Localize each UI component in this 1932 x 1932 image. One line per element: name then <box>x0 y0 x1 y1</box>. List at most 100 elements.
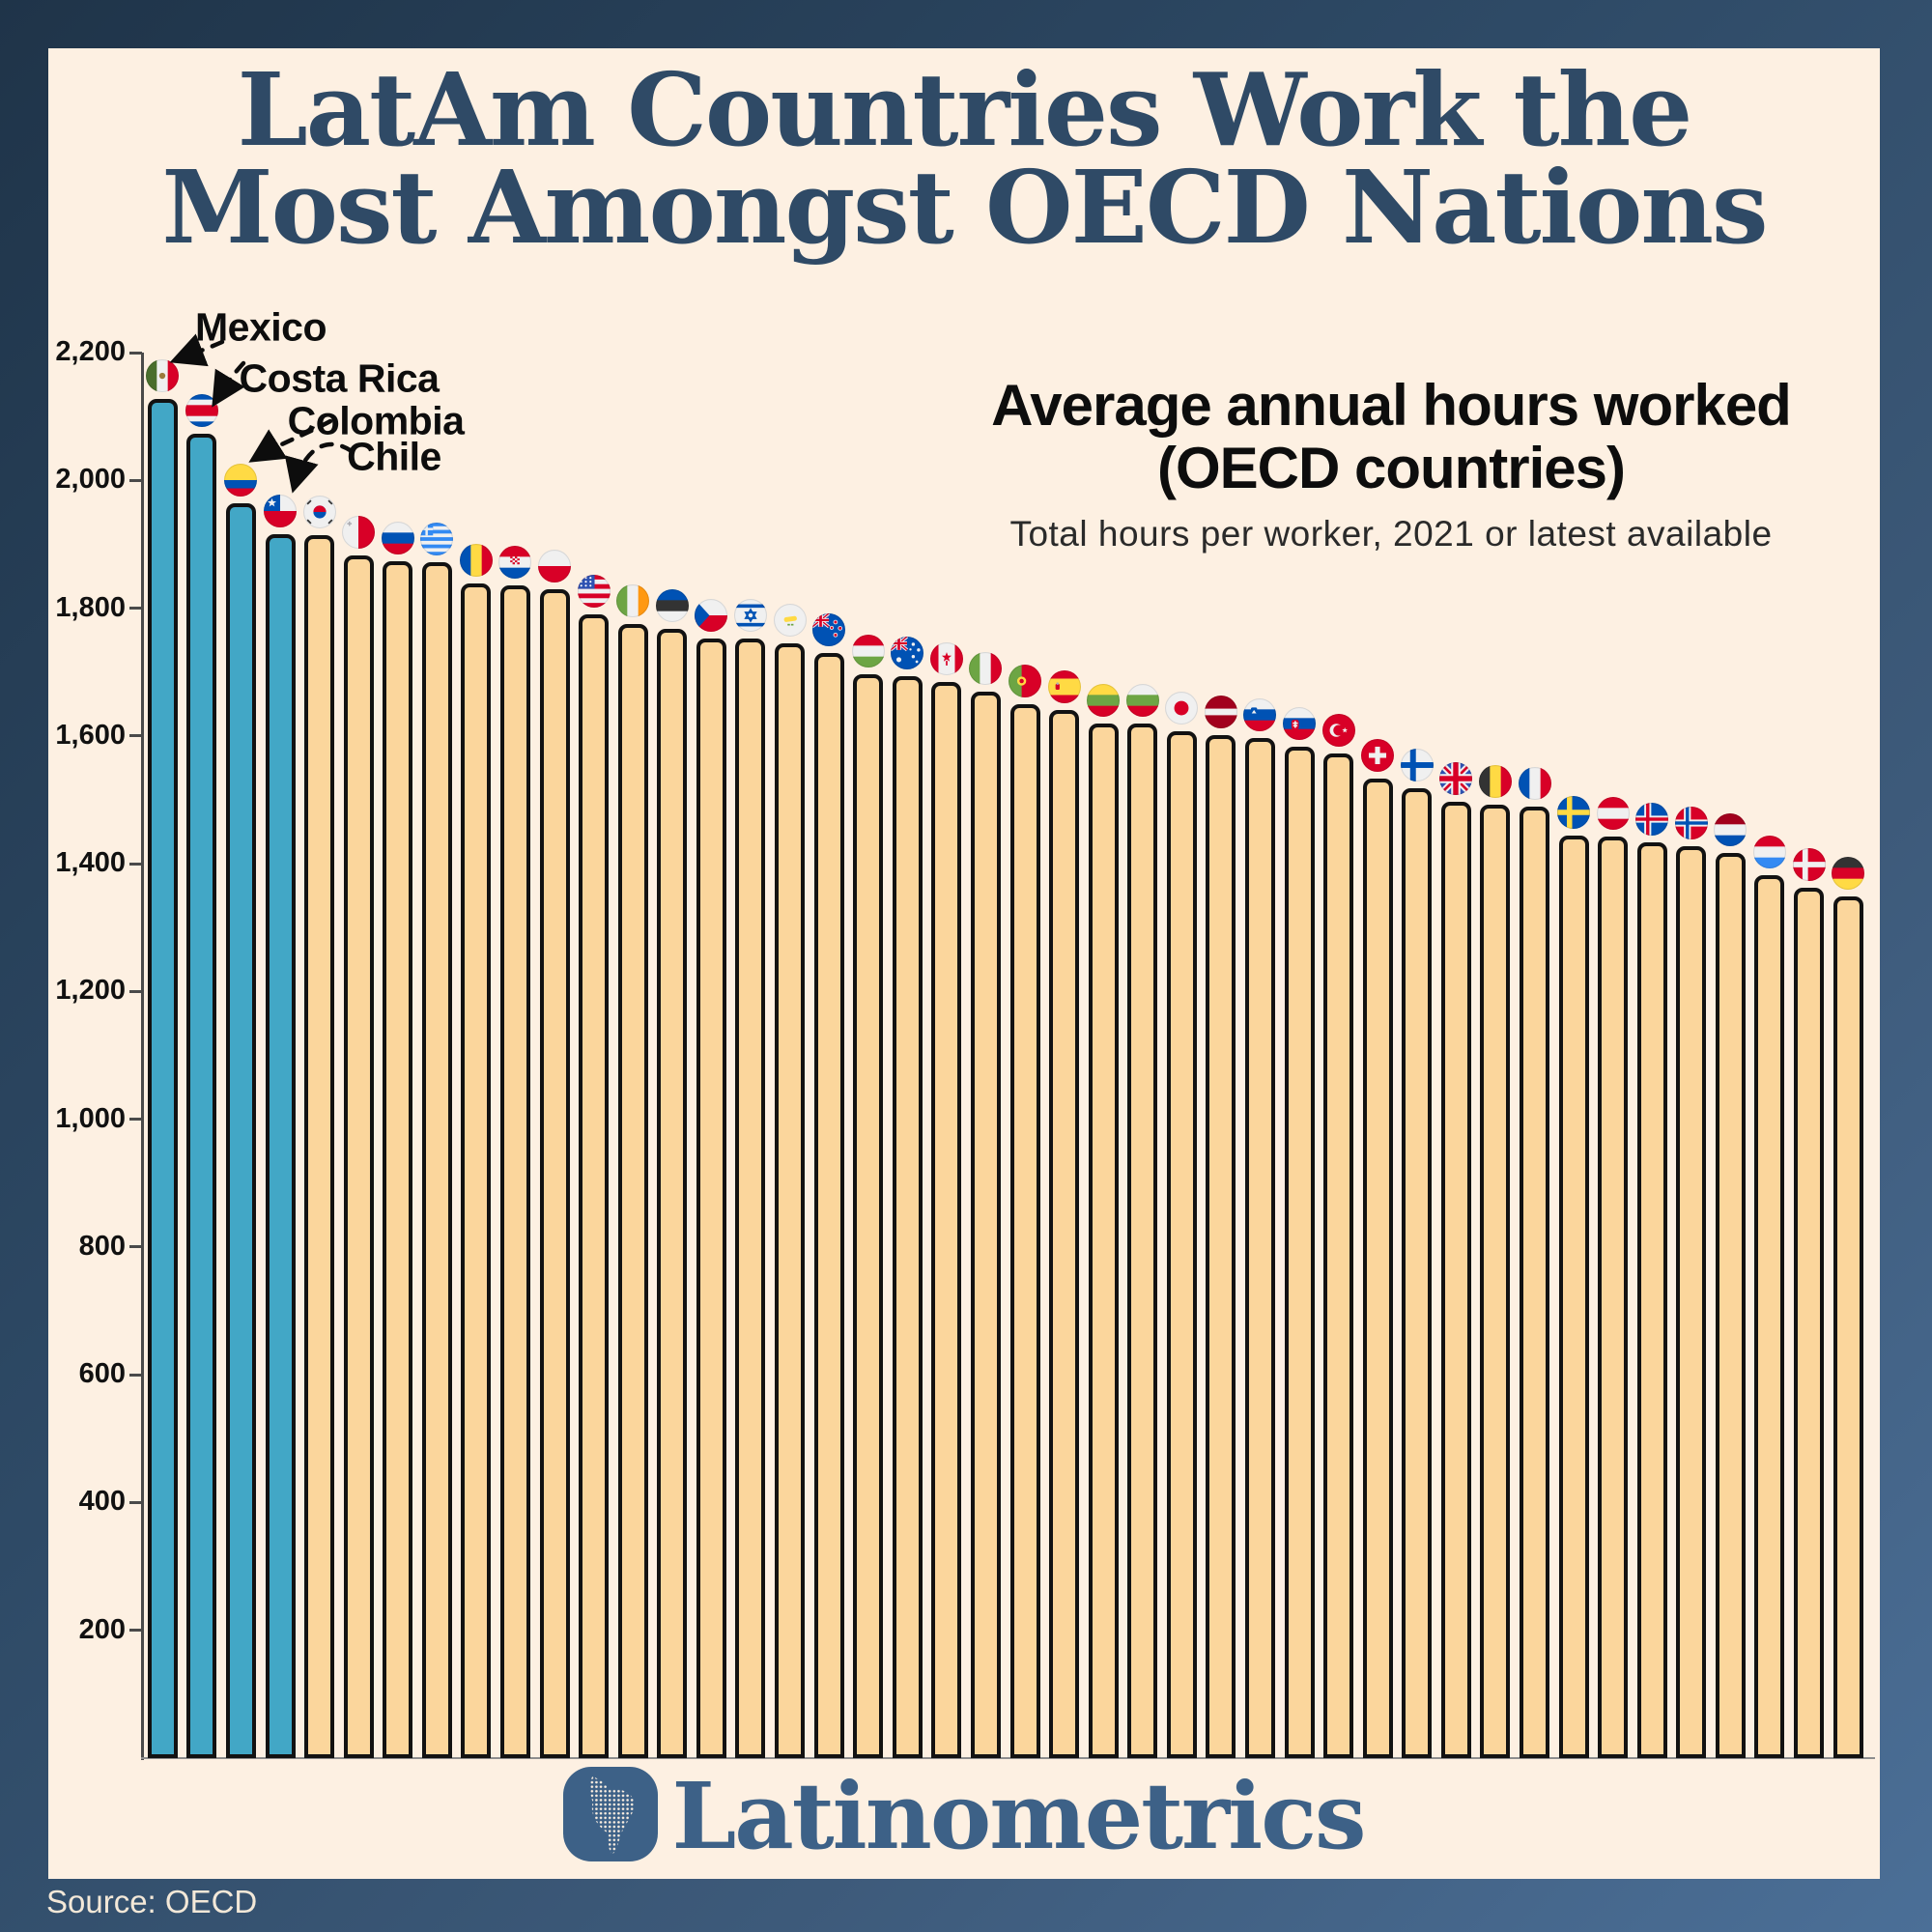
bar-slot-lithuania <box>1084 353 1123 1758</box>
bar-slot-germany <box>1829 353 1868 1758</box>
bar-greece <box>421 561 452 1758</box>
bar-slot-slovenia <box>1240 353 1280 1758</box>
canada-flag-icon <box>929 641 963 675</box>
annotation-label-costa-rica: Costa Rica <box>239 355 440 401</box>
y-tick-label: 2,200 <box>55 336 126 367</box>
greece-flag-icon <box>420 522 454 555</box>
bar-slot-australia <box>888 353 927 1758</box>
bulgaria-flag-icon <box>1125 684 1159 718</box>
luxembourg-flag-icon <box>1752 836 1786 868</box>
estonia-flag-icon <box>655 589 689 623</box>
colombia-flag-icon <box>224 464 258 497</box>
denmark-flag-icon <box>1792 847 1826 881</box>
title-line-1: LatAm Countries Work the <box>237 50 1693 169</box>
bar-australia <box>892 675 923 1758</box>
bar-estonia <box>657 629 688 1758</box>
poland-flag-icon <box>538 549 572 582</box>
bar-slot-sweden <box>1554 353 1594 1758</box>
south-korea-flag-icon <box>302 495 336 528</box>
y-tick-label: 1,000 <box>55 1102 126 1134</box>
bar-slot-united-kingdom <box>1436 353 1476 1758</box>
y-tick-label: 2,000 <box>55 464 126 496</box>
belgium-flag-icon <box>1478 764 1512 798</box>
y-tick <box>129 1245 142 1249</box>
y-tick-label: 600 <box>78 1358 126 1390</box>
bar-israel <box>735 638 766 1758</box>
x-axis-baseline <box>141 1757 1875 1759</box>
bar-slot-israel <box>731 353 771 1758</box>
latinometrics-logo: Latinometrics <box>48 1763 1880 1870</box>
austria-flag-icon <box>1596 797 1630 831</box>
bar-slot-slovakia <box>1280 353 1320 1758</box>
bar-slot-malta <box>339 353 379 1758</box>
australia-flag-icon <box>891 636 924 669</box>
bar-chile <box>265 533 296 1758</box>
bar-slot-croatia <box>496 353 535 1758</box>
bar-slot-turkey <box>1319 353 1358 1758</box>
infographic-panel: LatAm Countries Work the Most Amongst OEC… <box>48 48 1880 1879</box>
bar-austria <box>1598 837 1629 1758</box>
bar-slot-czech-republic <box>692 353 731 1758</box>
bar-iceland <box>1636 842 1667 1758</box>
bar-malta <box>343 555 374 1758</box>
y-tick <box>129 989 142 993</box>
y-tick <box>129 734 142 738</box>
norway-flag-icon <box>1674 807 1708 840</box>
romania-flag-icon <box>459 544 493 578</box>
switzerland-flag-icon <box>1361 739 1395 773</box>
turkey-flag-icon <box>1321 714 1355 748</box>
bar-slot-denmark <box>1789 353 1829 1758</box>
bar-denmark <box>1794 887 1825 1758</box>
bar-cyprus <box>775 642 806 1758</box>
y-tick-label: 200 <box>78 1613 126 1645</box>
page-title: LatAm Countries Work the Most Amongst OEC… <box>48 60 1880 258</box>
bar-croatia <box>499 585 530 1758</box>
annotation-label-mexico: Mexico <box>195 304 327 350</box>
bar-slot-south-korea <box>299 353 339 1758</box>
france-flag-icon <box>1518 766 1551 800</box>
japan-flag-icon <box>1165 692 1199 725</box>
bar-sweden <box>1558 836 1589 1758</box>
bar-slot-spain <box>1044 353 1084 1758</box>
y-tick <box>129 478 142 482</box>
bar-slot-estonia <box>653 353 693 1758</box>
bar-slot-colombia <box>221 353 261 1758</box>
latvia-flag-icon <box>1204 696 1237 729</box>
y-tick-label: 1,400 <box>55 847 126 879</box>
y-tick <box>129 1629 142 1633</box>
malta-flag-icon <box>342 516 376 550</box>
bar-slot-united-states <box>574 353 613 1758</box>
bar-slot-norway <box>1672 353 1712 1758</box>
bar-romania <box>461 583 492 1758</box>
y-axis-line <box>141 353 144 1760</box>
y-tick <box>129 607 142 611</box>
bar-costa-rica <box>186 434 217 1758</box>
bar-russia <box>383 560 413 1758</box>
slovakia-flag-icon <box>1283 707 1317 741</box>
bar-bulgaria <box>1127 724 1158 1758</box>
bar-chart <box>143 353 1868 1758</box>
spain-flag-icon <box>1047 669 1081 703</box>
bar-slot-france <box>1515 353 1554 1758</box>
bar-norway <box>1676 846 1707 1758</box>
bar-slot-latvia <box>1202 353 1241 1758</box>
hungary-flag-icon <box>851 634 885 668</box>
bar-slot-canada <box>927 353 967 1758</box>
bar-slot-italy <box>966 353 1006 1758</box>
bar-slot-portugal <box>1006 353 1045 1758</box>
bar-slot-costa-rica <box>183 353 222 1758</box>
bar-slot-iceland <box>1633 353 1672 1758</box>
portugal-flag-icon <box>1009 665 1041 698</box>
chart-subtitle-block: Average annual hours worked (OECD countr… <box>966 373 1816 554</box>
bar-netherlands <box>1715 852 1746 1758</box>
bar-slot-bulgaria <box>1122 353 1162 1758</box>
y-tick-label: 800 <box>78 1230 126 1262</box>
bar-canada <box>931 681 962 1758</box>
title-line-2: Most Amongst OECD Nations <box>161 147 1768 267</box>
y-tick-label: 1,800 <box>55 591 126 623</box>
bar-slot-new-zealand <box>810 353 849 1758</box>
latinometrics-logo-icon <box>563 1766 659 1866</box>
ireland-flag-icon <box>616 584 650 618</box>
chart-heading-line-1: Average annual hours worked <box>991 373 1792 438</box>
new-zealand-flag-icon <box>812 612 846 646</box>
